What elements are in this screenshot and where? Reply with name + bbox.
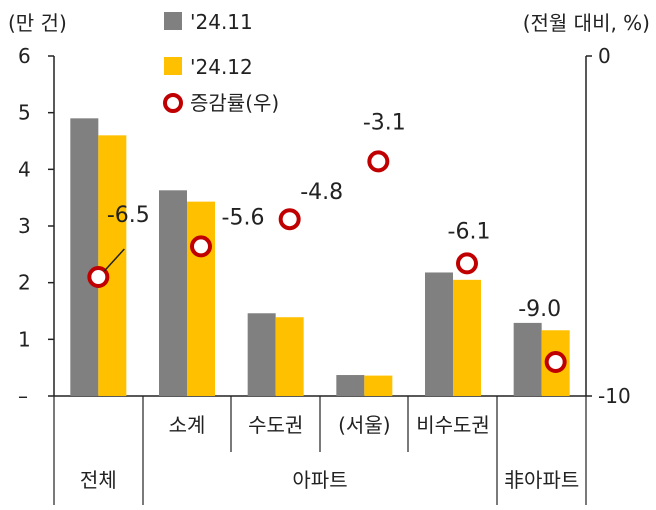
rate-point [87, 266, 110, 288]
legend-label-1224: '24.12 [190, 55, 253, 79]
right-axis-ticks: -10 0 [586, 44, 631, 408]
left-tick-label: 5 [18, 101, 31, 125]
rate-label: -6.1 [448, 219, 491, 244]
category-label: 수도권 [248, 413, 303, 437]
bar-2411 [247, 313, 276, 396]
group-labels: 아파트 [292, 468, 347, 492]
bar-2411 [336, 375, 365, 396]
legend-swatch-1124 [164, 12, 182, 30]
category-label: 비수도권 [416, 413, 490, 437]
left-tick-label: 2 [18, 271, 31, 295]
bar-2412 [98, 135, 127, 397]
category-label: 非아파트 [504, 468, 579, 492]
right-tick-label: 0 [598, 44, 611, 68]
right-tick-label: -10 [598, 384, 631, 408]
category-labels: 전체 소계 수도권 (서울) 비수도권 非아파트 [80, 413, 579, 492]
bar-2412 [364, 375, 393, 396]
category-label: (서울) [338, 413, 390, 437]
rate-label: -6.5 [107, 203, 150, 228]
bar-2411 [425, 272, 453, 396]
bar-2412 [275, 317, 304, 396]
left-tick-label: 6 [18, 44, 31, 68]
rate-leader-line [103, 248, 125, 272]
bar-2411 [159, 190, 187, 396]
left-tick-label: 1 [18, 327, 31, 351]
category-separators [53, 396, 587, 505]
rate-points: -6.5 -5.6 -4.8 -3.1 -6.1 -9.0 [87, 110, 567, 373]
rate-point [278, 208, 301, 231]
left-axis-unit: (만 건) [8, 11, 67, 35]
left-tick-label: – [18, 384, 28, 408]
rate-point [190, 235, 212, 258]
legend-label-1124: '24.11 [190, 10, 253, 34]
category-label: 전체 [80, 468, 117, 492]
legend-marker-rate [163, 93, 183, 113]
right-axis-unit: (전월 대비, %) [523, 11, 650, 35]
rate-point [367, 150, 390, 173]
rate-point [456, 252, 478, 275]
bar-2412 [453, 279, 481, 396]
legend: '24.11 '24.12 증감률(우) [163, 10, 279, 115]
bar-2411 [513, 322, 542, 396]
bar-2411 [70, 118, 99, 396]
left-axis-ticks: – 1 2 3 4 5 6 [18, 44, 54, 408]
bar-2412 [187, 201, 215, 396]
bars [70, 118, 570, 397]
left-tick-label: 4 [18, 157, 31, 181]
rate-point [544, 351, 567, 373]
left-tick-label: 3 [18, 214, 31, 238]
rate-label: -9.0 [518, 297, 561, 322]
legend-swatch-1224 [164, 57, 182, 75]
category-label: 소계 [169, 413, 206, 437]
rate-label: -5.6 [222, 205, 265, 230]
rate-label: -3.1 [363, 110, 406, 135]
legend-label-rate: 증감률(우) [190, 91, 279, 115]
group-label: 아파트 [292, 468, 347, 492]
rate-label: -4.8 [300, 180, 343, 205]
